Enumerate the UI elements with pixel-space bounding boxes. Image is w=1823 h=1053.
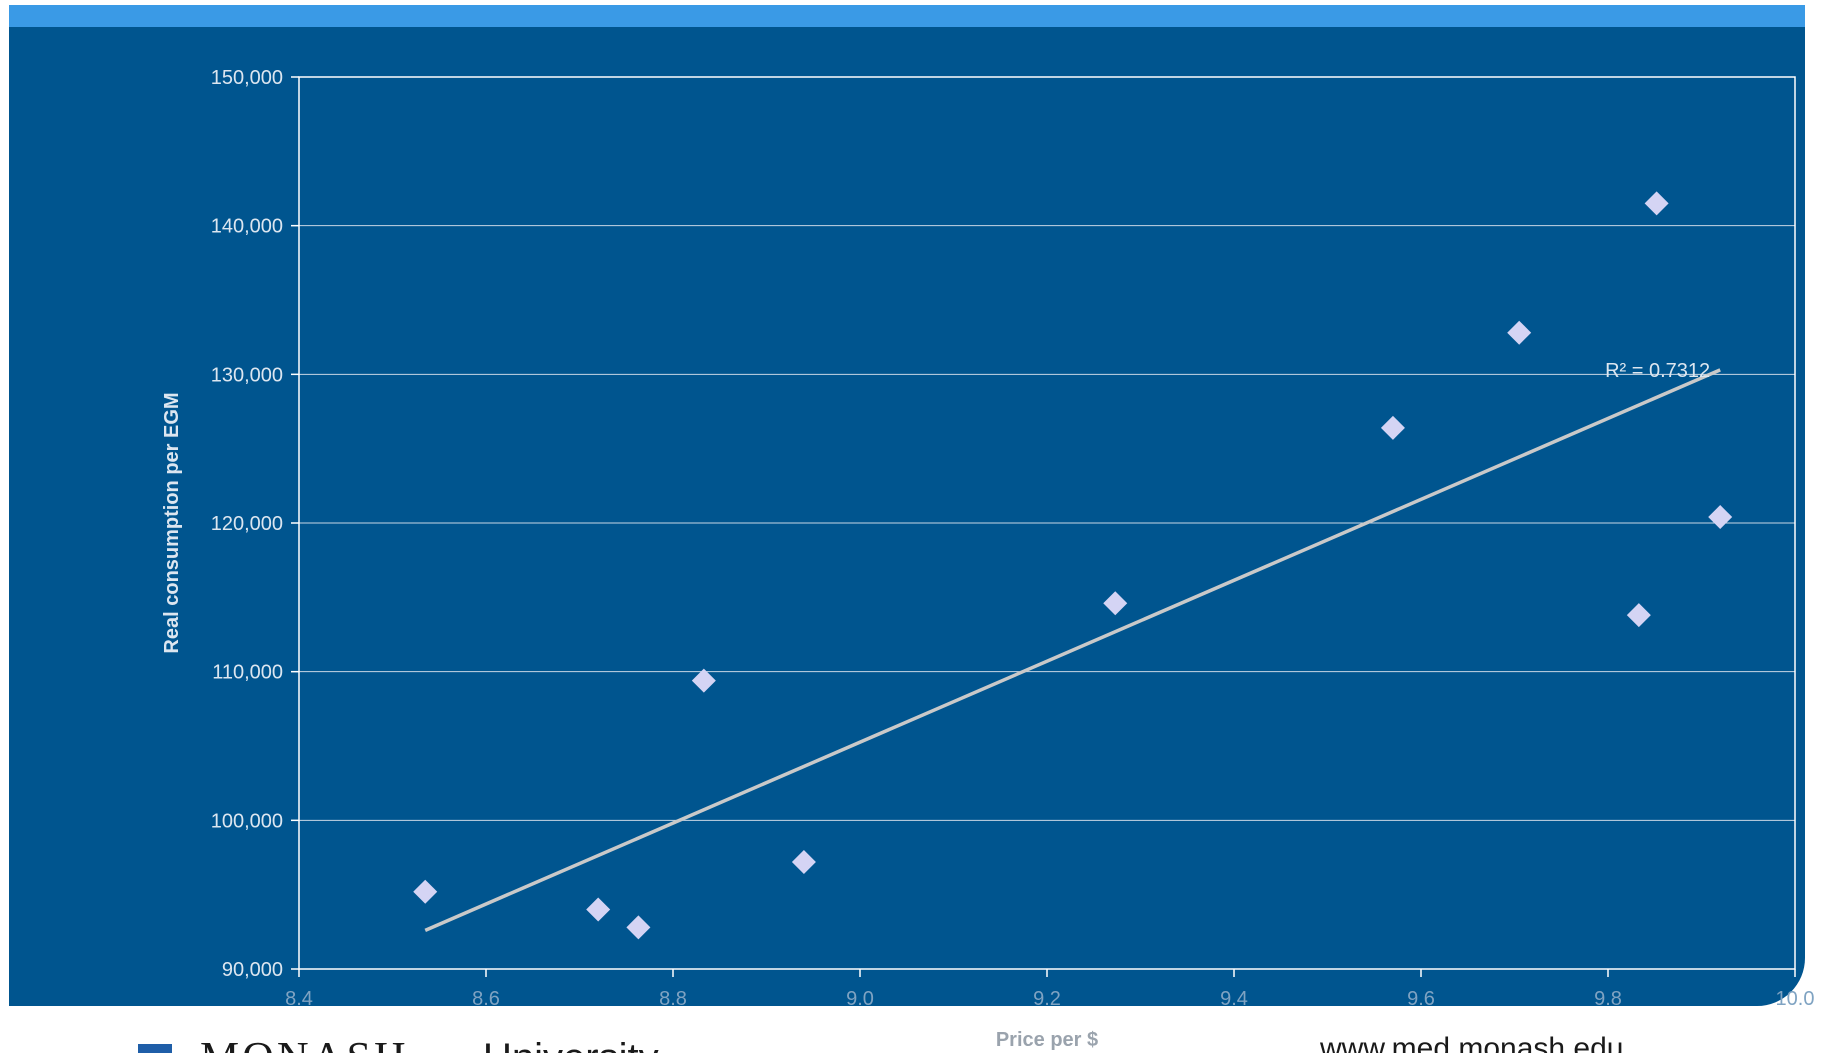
x-tick-label: 9.0 bbox=[846, 988, 874, 1010]
footer-url: www.med.monash.edu bbox=[1320, 1034, 1624, 1053]
y-tick-label: 90,000 bbox=[222, 959, 283, 981]
x-tick-label: 9.4 bbox=[1220, 988, 1248, 1010]
x-tick-label: 10.0 bbox=[1776, 988, 1815, 1010]
data-points bbox=[413, 191, 1733, 940]
y-tick-label: 120,000 bbox=[211, 513, 283, 535]
y-axis-title: Real consumption per EGM bbox=[161, 392, 183, 653]
logo-monash-text: MONASH bbox=[200, 1036, 409, 1053]
x-tick-label: 8.6 bbox=[472, 988, 500, 1010]
x-axis-title: Price per $ bbox=[996, 1029, 1098, 1051]
y-tick-label: 110,000 bbox=[212, 662, 283, 684]
data-point bbox=[1380, 415, 1405, 440]
y-axis-ticks: 90,000 100,000 110,000 120,000 130,000 140,00… bbox=[211, 67, 299, 981]
x-tick-label: 8.8 bbox=[659, 988, 687, 1010]
x-tick-label: 9.8 bbox=[1594, 988, 1622, 1010]
x-tick-label: 8.4 bbox=[285, 988, 313, 1010]
y-tick-label: 150,000 bbox=[211, 67, 283, 89]
x-tick-label: 9.2 bbox=[1033, 988, 1061, 1010]
r-squared-label: R² = 0.7312 bbox=[1605, 360, 1710, 382]
logo-university-text: University bbox=[483, 1036, 659, 1053]
data-point bbox=[1103, 591, 1128, 616]
data-point bbox=[791, 849, 816, 874]
chart-panel bbox=[9, 27, 1805, 1006]
data-point bbox=[691, 668, 716, 693]
data-point bbox=[626, 915, 651, 940]
header-stripe bbox=[9, 5, 1805, 27]
data-point bbox=[1644, 191, 1669, 216]
monash-crest-icon bbox=[138, 1044, 172, 1053]
data-point bbox=[413, 879, 438, 904]
x-tick-label: 9.6 bbox=[1407, 988, 1435, 1010]
trendline bbox=[424, 368, 1721, 932]
data-point bbox=[1626, 603, 1651, 628]
monash-university-logo: MONASH University bbox=[138, 1036, 778, 1053]
gridlines bbox=[299, 225, 1795, 821]
data-point bbox=[1708, 505, 1733, 530]
data-point bbox=[1507, 320, 1532, 345]
y-tick-label: 140,000 bbox=[211, 216, 283, 238]
x-axis-ticks: 8.4 8.6 8.8 9.0 9.2 9.4 9.6 9.8 10.0 bbox=[285, 969, 1814, 1010]
y-tick-label: 130,000 bbox=[211, 364, 283, 386]
data-point bbox=[586, 897, 611, 922]
y-tick-label: 100,000 bbox=[211, 810, 283, 832]
